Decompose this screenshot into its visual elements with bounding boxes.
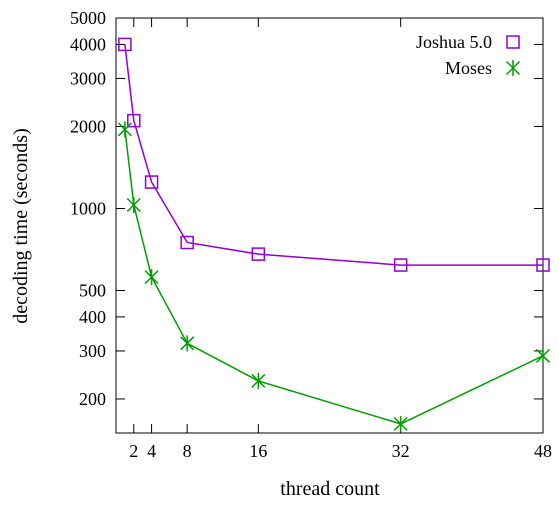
series-line [124,44,543,266]
cross-marker [393,415,408,432]
y-tick-label: 200 [79,389,106,409]
cross-marker [505,60,521,76]
square-marker [144,175,159,189]
square-marker [506,35,520,49]
series-line [124,129,544,425]
series-moses [117,121,551,432]
cross-marker [126,196,141,213]
cross-marker [144,269,159,286]
cross-marker [180,335,195,352]
square-marker [180,235,194,250]
legend: Joshua 5.0 Moses [416,32,521,78]
series-joshua-5-0 [118,37,550,272]
y-tick-label: 500 [79,281,106,301]
square-marker [127,113,141,128]
y-axis-ticks: 200 300 400 500 1000 2000 3000 4000 5000 [70,8,543,409]
series-layer [117,37,551,432]
y-tick-label: 4000 [70,34,106,54]
cross-marker [117,121,132,138]
square-marker [118,37,132,52]
x-tick-label: 32 [392,441,410,461]
square-marker [536,258,550,272]
legend-label: Joshua 5.0 [416,32,492,52]
plot-frame [115,17,544,434]
x-tick-label: 2 [129,441,138,461]
y-axis-label: decoding time (seconds) [10,128,32,324]
y-tick-label: 1000 [70,198,106,218]
cross-marker [251,372,266,389]
legend-item: Moses [445,58,521,78]
y-tick-label: 400 [79,307,106,327]
square-marker [393,258,408,272]
y-tick-label: 5000 [70,8,106,28]
y-tick-label: 3000 [70,68,106,88]
x-tick-label: 48 [534,441,552,461]
cross-marker [535,347,551,364]
x-tick-label: 8 [183,441,192,461]
x-axis-label: thread count [280,478,380,500]
y-tick-label: 300 [79,341,106,361]
legend-label: Moses [445,58,492,78]
square-marker [251,247,266,261]
legend-item: Joshua 5.0 [416,32,520,52]
x-tick-label: 16 [249,441,267,461]
y-tick-label: 2000 [70,116,106,136]
x-axis-ticks: 2 4 8 16 32 48 [129,18,552,461]
x-tick-label: 4 [147,441,156,461]
